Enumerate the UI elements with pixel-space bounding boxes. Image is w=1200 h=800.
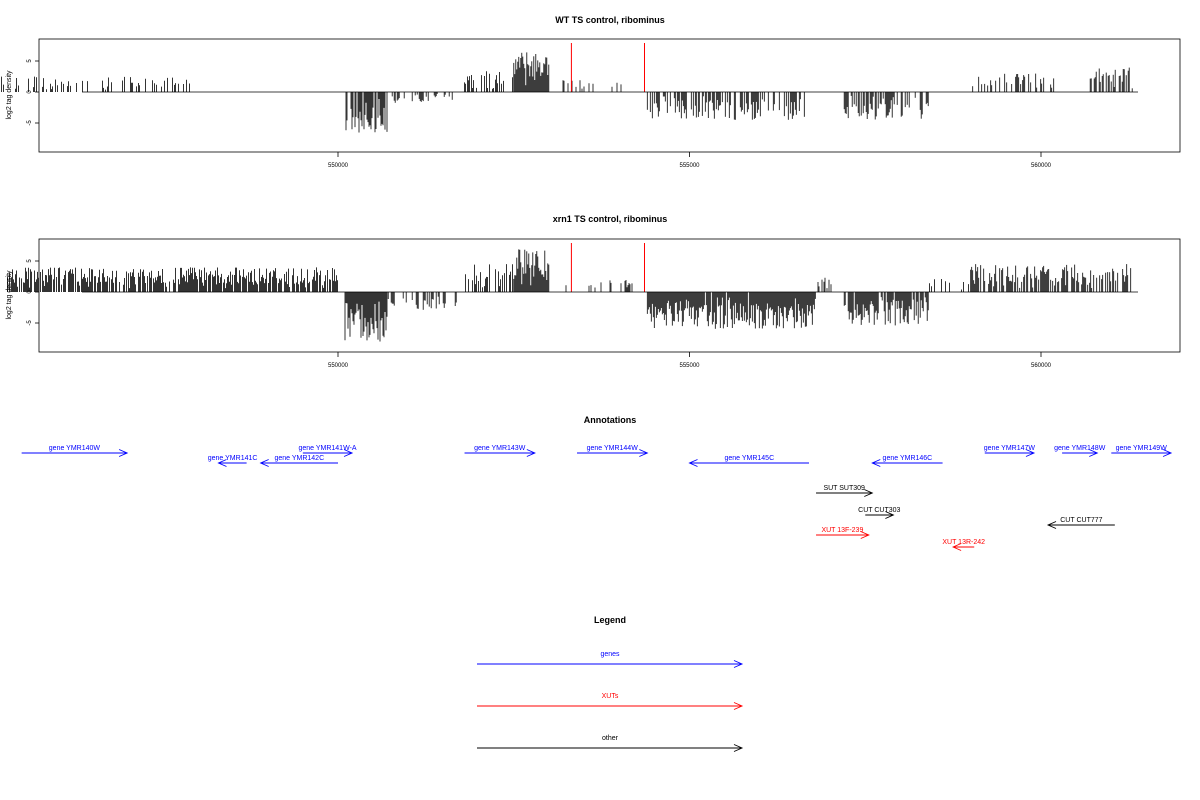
annotation-label: gene YMR141C — [208, 455, 258, 462]
annotation-feature-arrowhead — [259, 459, 269, 467]
y-tick-label: -5 — [27, 320, 33, 326]
annotation-label: gene YMR145C — [724, 455, 774, 462]
annotation-feature-arrowhead — [860, 531, 870, 539]
legend: Legend genes XUTs other — [477, 615, 744, 752]
xrn1-red-marks — [570, 243, 646, 292]
legend-label: XUTs — [602, 693, 619, 700]
wt-coverage-panel: WT TS control, ribominus -5 0 5 550000 5550… — [1, 15, 1181, 169]
annotation-feature-arrowhead — [639, 449, 649, 457]
xrn1-panel-title: xrn1 TS control, ribominus — [553, 214, 668, 224]
legend-label: genes — [600, 651, 620, 658]
y-tick-label: 5 — [27, 259, 33, 263]
annotation-feature-arrowhead — [871, 459, 881, 467]
annotations-title: Annotations — [584, 415, 637, 425]
wt-x-axis: 550000 555000 560000 — [328, 152, 1052, 169]
annotation-feature-arrowhead — [1162, 449, 1173, 457]
annotation-label: gene YMR141W-A — [298, 445, 356, 452]
annotation-feature-arrowhead — [217, 459, 227, 467]
annotation-feature-arrowhead — [118, 449, 129, 457]
xrn1-y-axis-label: log2 tag density — [6, 270, 13, 320]
xrn1-x-axis: 550000 555000 560000 — [328, 352, 1052, 369]
annotation-label: XUT 13F-239 — [821, 527, 863, 534]
x-tick-label: 550000 — [328, 363, 349, 369]
annotation-feature-arrowhead — [1046, 521, 1057, 529]
annotation-label: gene YMR146C — [883, 455, 933, 462]
annotation-label: gene YMR144W — [587, 445, 639, 452]
legend-entry-arrowhead — [733, 660, 744, 668]
x-tick-label: 560000 — [1031, 363, 1052, 369]
y-tick-label: 5 — [27, 59, 33, 63]
legend-entries: genes XUTs other — [477, 651, 744, 752]
annotation-label: gene YMR142C — [274, 455, 324, 462]
xrn1-bars — [7, 249, 1132, 342]
wt-y-axis-label: log2 tag density — [6, 70, 13, 120]
xrn1-y-axis: -5 0 5 — [27, 259, 39, 326]
annotation-feature-arrowhead — [1089, 449, 1099, 457]
annotation-feature-arrowhead — [526, 449, 536, 457]
wt-red-marks — [570, 43, 646, 92]
y-tick-label: 0 — [27, 290, 33, 294]
wt-y-axis: -5 0 5 — [27, 59, 39, 126]
wt-bars — [1, 52, 1133, 133]
annotation-label: XUT 13R-242 — [942, 539, 985, 546]
x-tick-label: 560000 — [1031, 163, 1052, 169]
annotation-label: CUT CUT777 — [1060, 517, 1102, 524]
wt-panel-title: WT TS control, ribominus — [555, 15, 665, 25]
legend-entry-arrowhead — [733, 702, 744, 710]
annotation-label: CUT CUT303 — [858, 507, 900, 514]
legend-label: other — [602, 735, 619, 742]
legend-entry-arrowhead — [733, 744, 744, 752]
annotation-feature-arrowhead — [885, 511, 895, 519]
y-tick-label: -5 — [27, 120, 33, 126]
annotation-label: SUT SUT309 — [823, 485, 865, 492]
x-tick-label: 550000 — [328, 163, 349, 169]
legend-title: Legend — [594, 615, 626, 625]
annotation-label: gene YMR140W — [49, 445, 101, 452]
annotation-feature-arrowhead — [343, 449, 354, 457]
annotation-label: gene YMR148W — [1054, 445, 1106, 452]
annotation-label: gene YMR147W — [984, 445, 1036, 452]
annotation-label: gene YMR149W — [1116, 445, 1168, 452]
annotation-feature-arrowhead — [864, 489, 874, 497]
y-tick-label: 0 — [27, 90, 33, 94]
annotation-feature-arrowhead — [688, 459, 698, 467]
xrn1-coverage-panel: xrn1 TS control, ribominus -505 550000 55… — [6, 214, 1181, 369]
wt-plot-frame — [38, 38, 1181, 153]
annotations-track: Annotations gene YMR139Wgene YMR140Wgene… — [21, 415, 1173, 551]
xrn1-plot-frame — [38, 238, 1181, 353]
annotation-feature-arrowhead — [952, 543, 962, 551]
x-tick-label: 555000 — [679, 163, 700, 169]
x-tick-label: 555000 — [679, 363, 700, 369]
annotation-feature-arrowhead — [1025, 449, 1036, 457]
annotation-label: gene YMR143W — [474, 445, 526, 452]
